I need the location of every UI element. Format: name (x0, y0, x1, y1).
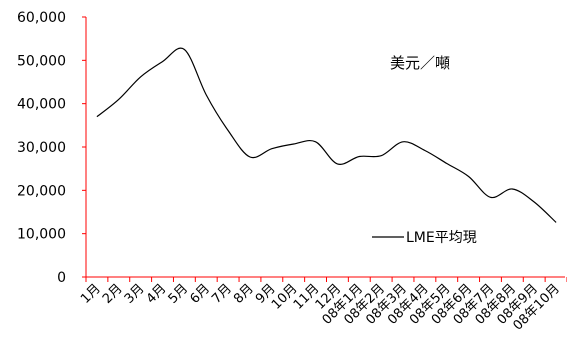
y-tick-label: 0 (57, 270, 66, 286)
x-tick-label: 1月 (78, 281, 104, 307)
y-tick-label: 40,000 (17, 97, 66, 113)
y-tick-label: 50,000 (17, 53, 66, 69)
x-tick-label: 2月 (100, 281, 126, 307)
x-tick-label: 4月 (144, 281, 170, 307)
x-tick-label: 3月 (122, 281, 148, 307)
series-line (96, 47, 557, 223)
x-tick-label: 5月 (166, 281, 192, 307)
x-tick-label: 6月 (187, 281, 213, 307)
x-tick-label: 7月 (209, 281, 235, 307)
y-axis: 0 10,000 20,000 30,000 40,000 50,000 60,000 (17, 10, 87, 286)
legend-label: LME平均現 (406, 230, 477, 246)
x-axis: 1月2月3月4月5月6月7月8月9月10月11月12月08年1月08年2月08年… (78, 276, 567, 334)
y-tick-label: 30,000 (17, 140, 66, 156)
legend: LME平均現 (372, 230, 477, 246)
y-tick-label: 20,000 (17, 183, 66, 199)
y-tick-label: 60,000 (17, 10, 66, 26)
unit-label: 美元／噸 (390, 54, 450, 72)
y-tick-label: 10,000 (17, 227, 66, 243)
series-group (96, 47, 557, 223)
x-tick-label: 8月 (231, 281, 257, 307)
